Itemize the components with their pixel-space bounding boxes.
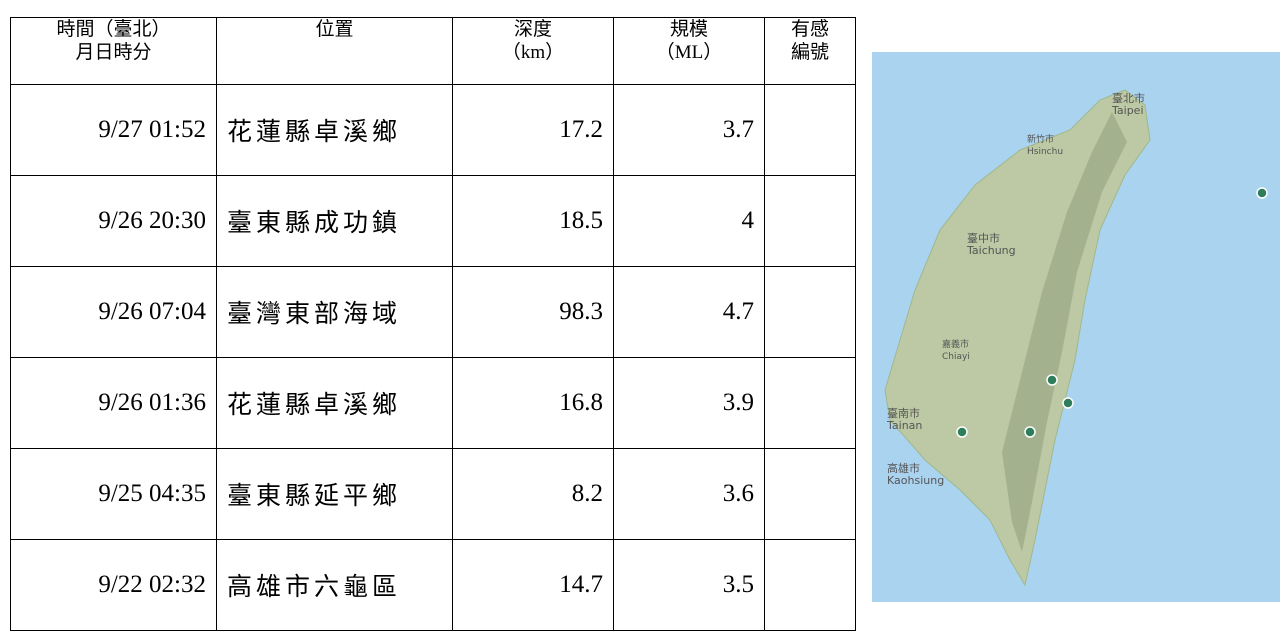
header-line: 月日時分: [21, 41, 206, 64]
cell-text: 3.5: [723, 571, 754, 598]
cell-text: 9/27 01:52: [98, 116, 206, 143]
table-cell: 臺灣東部海域: [217, 267, 453, 358]
table-cell: [765, 267, 856, 358]
table-row: 9/27 01:52 花蓮縣卓溪鄉 17.2 3.7: [11, 85, 856, 176]
map-label-en: Chiayi: [942, 352, 970, 362]
table-cell: 花蓮縣卓溪鄉: [217, 85, 453, 176]
table-cell: 3.7: [614, 85, 765, 176]
table-cell: 4: [614, 176, 765, 267]
epicenter: [1025, 427, 1035, 437]
header-line: （km）: [463, 41, 603, 64]
table-cell: [765, 176, 856, 267]
header-cell: 時間（臺北）月日時分: [11, 18, 217, 85]
map-label-zh: 嘉義市: [942, 338, 969, 350]
page: 時間（臺北）月日時分 位置 深度（km） 規模（ML） 有感編號 9/27 01…: [0, 0, 1282, 636]
cell-text: 18.5: [559, 207, 603, 234]
table-cell: 臺東縣成功鎮: [217, 176, 453, 267]
cell-text: 花蓮縣卓溪鄉: [227, 392, 401, 419]
header-line: 位置: [227, 18, 442, 41]
table-cell: [765, 540, 856, 631]
table-cell: 9/26 20:30: [11, 176, 217, 267]
map-label-zh: 高雄市: [887, 461, 920, 475]
cell-text: 16.8: [559, 389, 603, 416]
table-cell: 花蓮縣卓溪鄉: [217, 358, 453, 449]
header-cell: 位置: [217, 18, 453, 85]
table-cell: 16.8: [453, 358, 614, 449]
table-row: 9/25 04:35 臺東縣延平鄉 8.2 3.6: [11, 449, 856, 540]
cell-text: 高雄市六龜區: [227, 574, 401, 601]
cell-text: 臺東縣延平鄉: [227, 483, 401, 510]
table-cell: 3.5: [614, 540, 765, 631]
cell-text: 4: [742, 207, 755, 234]
map-label-zh: 新竹市: [1027, 133, 1054, 145]
table-cell: [765, 85, 856, 176]
cell-text: 4.7: [723, 298, 754, 325]
map-label-en: Taichung: [966, 244, 1016, 257]
table-cell: 4.7: [614, 267, 765, 358]
header-line: 規模: [624, 18, 754, 41]
epicenter: [957, 427, 967, 437]
table-cell: 9/22 02:32: [11, 540, 217, 631]
header-cell: 有感編號: [765, 18, 856, 85]
table-row: 9/26 20:30 臺東縣成功鎮 18.5 4: [11, 176, 856, 267]
cell-text: 9/26 07:04: [98, 298, 206, 325]
map-label-en: Tainan: [886, 419, 922, 432]
epicenter: [1047, 375, 1057, 385]
cell-text: 3.9: [723, 389, 754, 416]
table-body: 9/27 01:52 花蓮縣卓溪鄉 17.2 3.7 9/26 20:30 臺東縣成功鎮 1…: [11, 85, 856, 631]
cell-text: 9/22 02:32: [98, 571, 206, 598]
table-cell: 9/25 04:35: [11, 449, 217, 540]
cell-text: 9/26 20:30: [98, 207, 206, 234]
cell-text: 臺東縣成功鎮: [227, 210, 401, 237]
header-line: （ML）: [624, 41, 754, 64]
table-row: 9/26 01:36 花蓮縣卓溪鄉 16.8 3.9: [11, 358, 856, 449]
table-cell: 3.6: [614, 449, 765, 540]
cell-text: 9/25 04:35: [98, 480, 206, 507]
table-cell: 3.9: [614, 358, 765, 449]
header-line: 編號: [775, 41, 845, 64]
cell-text: 8.2: [572, 480, 603, 507]
table-cell: [765, 449, 856, 540]
cell-text: 臺灣東部海域: [227, 301, 401, 328]
cell-text: 3.6: [723, 480, 754, 507]
table-cell: 臺東縣延平鄉: [217, 449, 453, 540]
cell-text: 17.2: [559, 116, 603, 143]
cell-text: 3.7: [723, 116, 754, 143]
earthquake-table: 時間（臺北）月日時分 位置 深度（km） 規模（ML） 有感編號 9/27 01…: [10, 17, 856, 631]
table-cell: 高雄市六龜區: [217, 540, 453, 631]
table-cell: 17.2: [453, 85, 614, 176]
header-line: 時間（臺北）: [21, 18, 206, 41]
table-cell: 8.2: [453, 449, 614, 540]
table-cell: [765, 358, 856, 449]
table-cell: 9/26 07:04: [11, 267, 217, 358]
map-label-zh: 臺北市: [1112, 91, 1145, 105]
table-cell: 9/27 01:52: [11, 85, 217, 176]
table-cell: 14.7: [453, 540, 614, 631]
map-label-zh: 臺南市: [887, 406, 920, 420]
epicenter: [1063, 398, 1073, 408]
header-cell: 深度（km）: [453, 18, 614, 85]
header-row: 時間（臺北）月日時分 位置 深度（km） 規模（ML） 有感編號: [11, 18, 856, 85]
map-label-en: Kaohsiung: [887, 474, 944, 487]
header-cell: 規模（ML）: [614, 18, 765, 85]
header-line: 有感: [775, 18, 845, 41]
header-line: 深度: [463, 18, 603, 41]
epicenter: [1257, 188, 1267, 198]
map-label-en: Hsinchu: [1027, 147, 1063, 157]
table-cell: 98.3: [453, 267, 614, 358]
table-cell: 18.5: [453, 176, 614, 267]
table-cell: 9/26 01:36: [11, 358, 217, 449]
cell-text: 9/26 01:36: [98, 389, 206, 416]
map-label-en: Taipei: [1111, 104, 1144, 117]
cell-text: 花蓮縣卓溪鄉: [227, 119, 401, 146]
map-label-zh: 臺中市: [967, 231, 1000, 245]
table-row: 9/22 02:32 高雄市六龜區 14.7 3.5: [11, 540, 856, 631]
cell-text: 98.3: [559, 298, 603, 325]
table-row: 9/26 07:04 臺灣東部海域 98.3 4.7: [11, 267, 856, 358]
cell-text: 14.7: [559, 571, 603, 598]
